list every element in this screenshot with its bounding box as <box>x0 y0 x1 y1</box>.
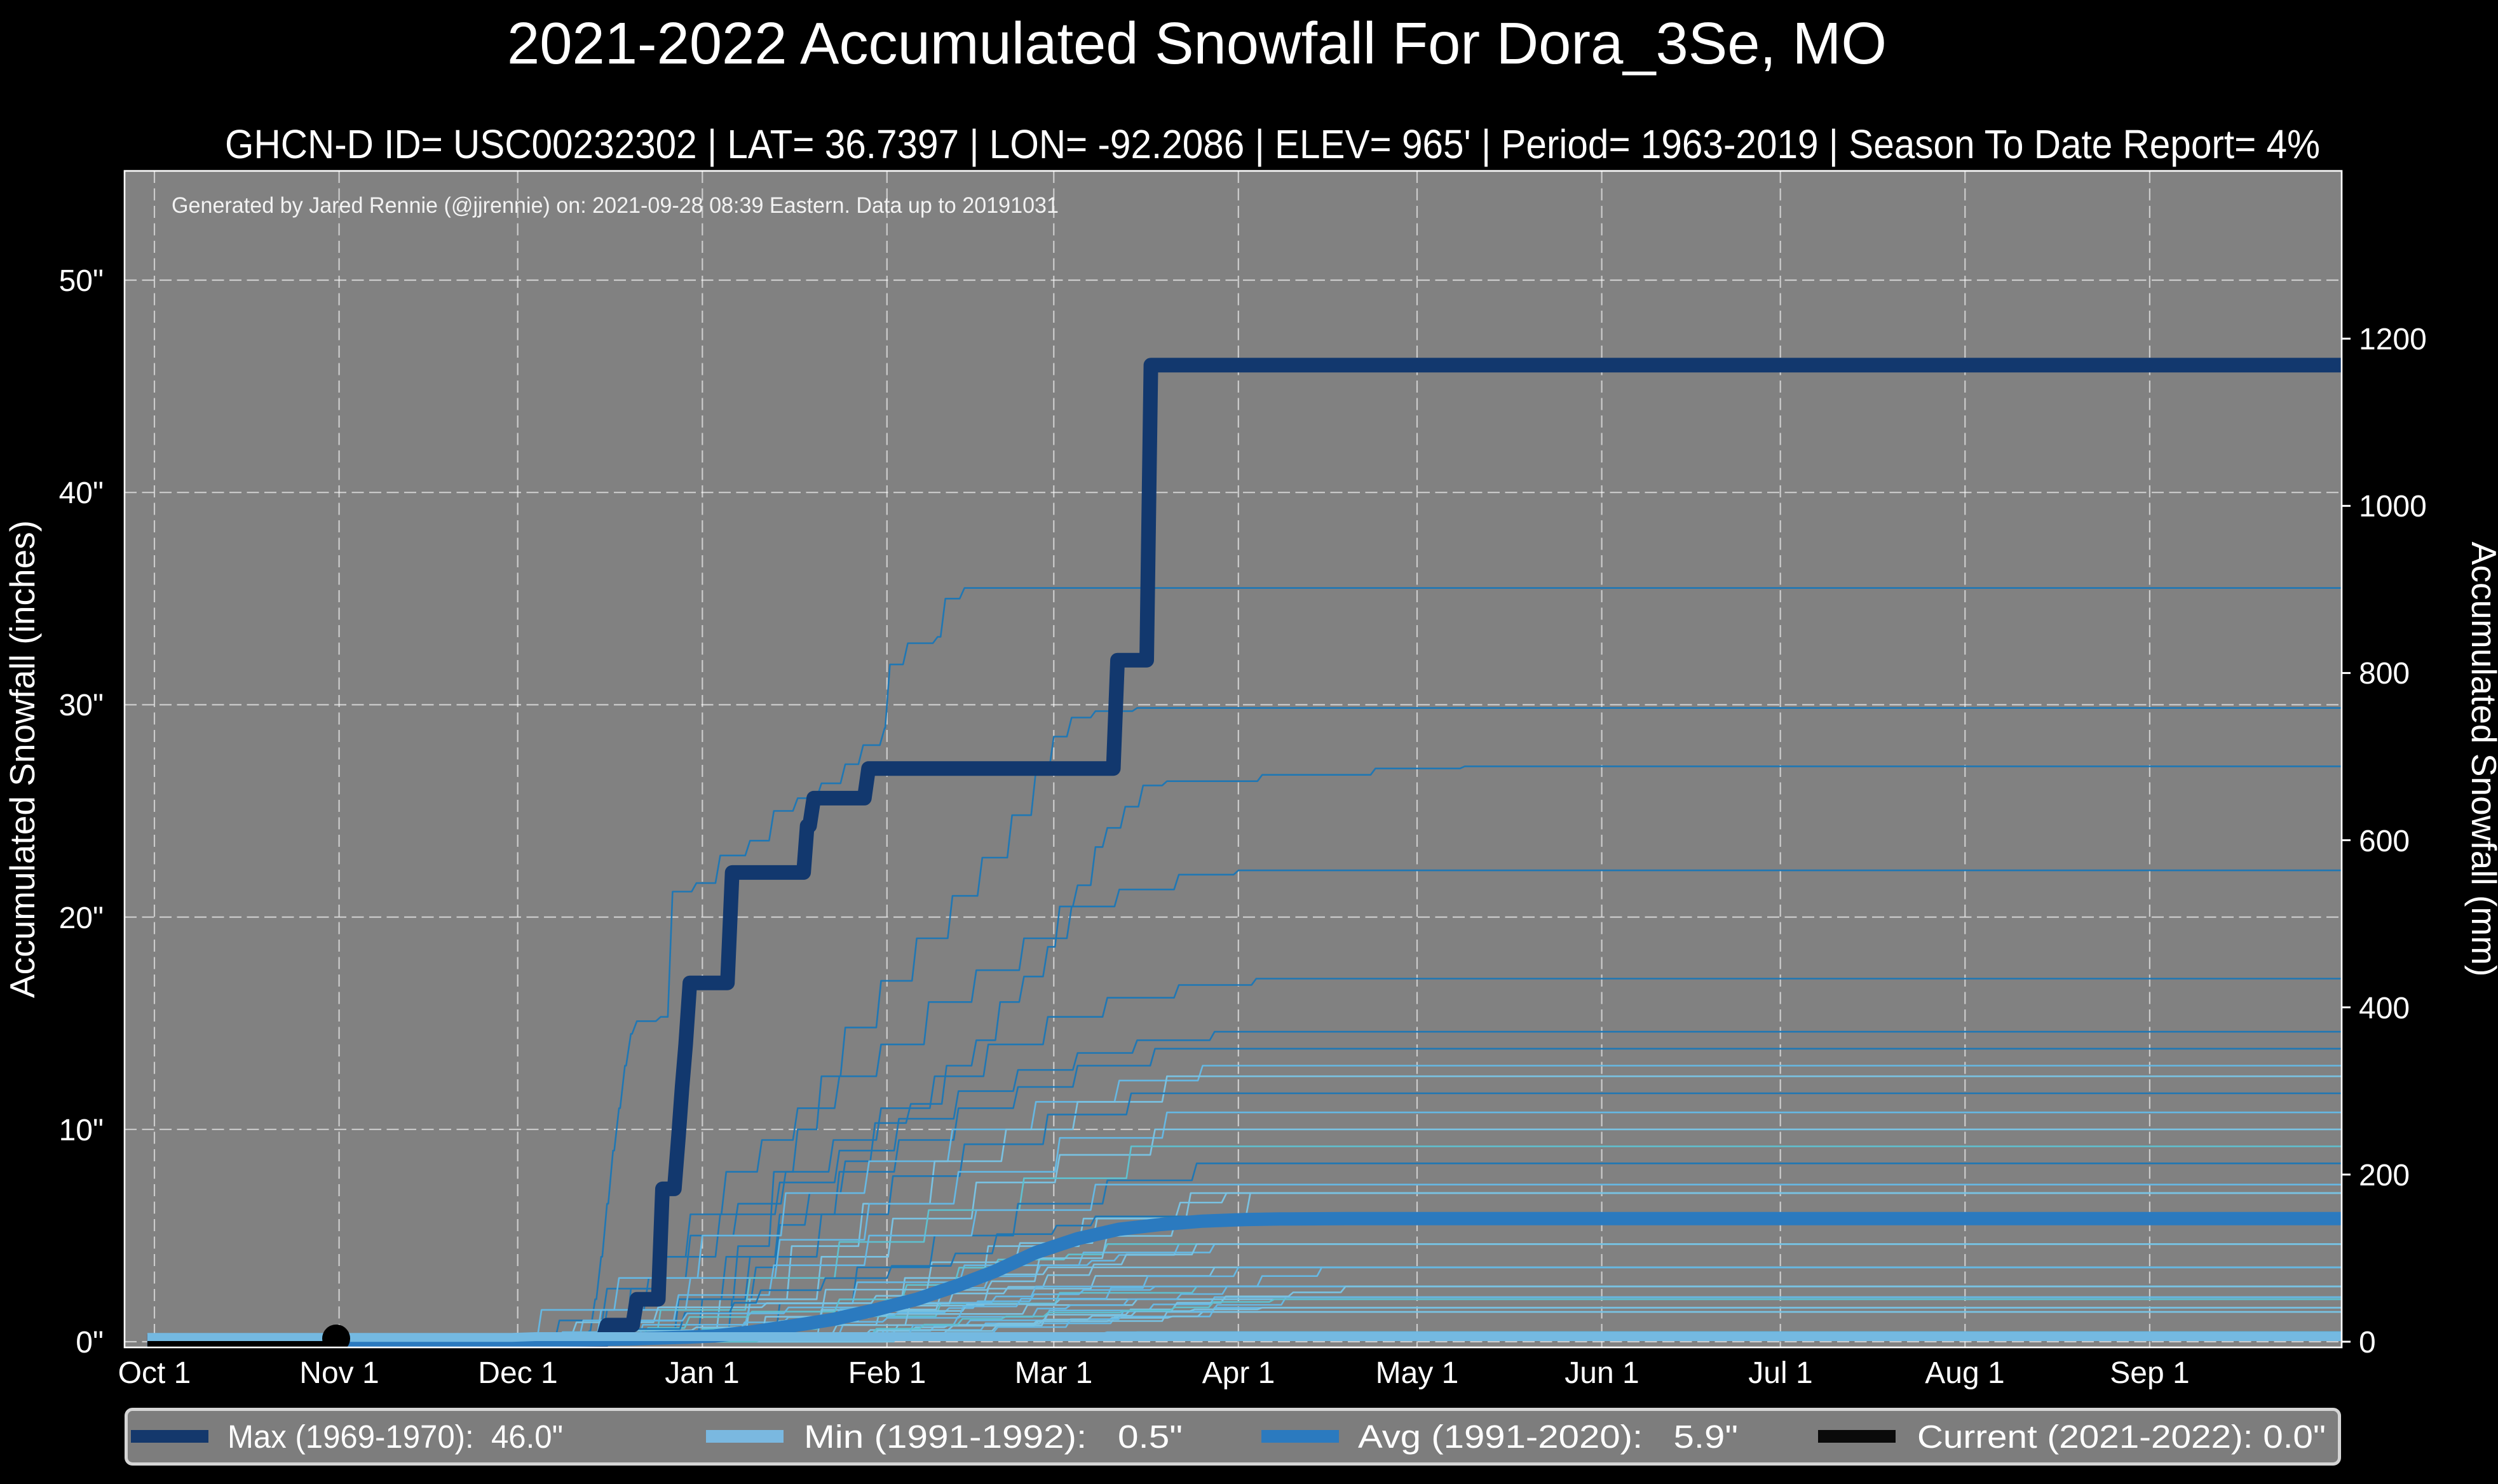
svg-text:40": 40" <box>59 476 104 510</box>
svg-text:0: 0 <box>2359 1326 2376 1359</box>
svg-text:Accumulated Snowfall (inches): Accumulated Snowfall (inches) <box>3 520 42 998</box>
svg-text:10": 10" <box>59 1114 104 1147</box>
svg-text:Nov 1: Nov 1 <box>299 1356 379 1390</box>
svg-text:2021-2022 Accumulated Snowfall: 2021-2022 Accumulated Snowfall For Dora_… <box>507 10 1887 76</box>
svg-text:Generated by Jared Rennie (@jj: Generated by Jared Rennie (@jjrennie) on… <box>172 193 1059 218</box>
svg-text:GHCN-D ID= USC00232302 | LAT=: GHCN-D ID= USC00232302 | LAT= 36.7397 | … <box>225 121 2320 167</box>
svg-text:Mar 1: Mar 1 <box>1015 1356 1093 1390</box>
svg-text:Feb 1: Feb 1 <box>848 1356 927 1390</box>
svg-text:Apr 1: Apr 1 <box>1202 1356 1275 1390</box>
svg-text:0": 0" <box>76 1326 104 1359</box>
svg-text:200: 200 <box>2359 1159 2410 1192</box>
svg-text:800: 800 <box>2359 657 2410 691</box>
svg-text:Current (2021-2022): 0.0": Current (2021-2022): 0.0" <box>1917 1419 2326 1455</box>
svg-text:Min (1991-1992): 0.5": Min (1991-1992): 0.5" <box>804 1419 1183 1455</box>
svg-text:Jun 1: Jun 1 <box>1565 1356 1639 1390</box>
svg-text:20": 20" <box>59 901 104 935</box>
svg-text:Jan 1: Jan 1 <box>665 1356 739 1390</box>
svg-text:Sep 1: Sep 1 <box>2110 1356 2189 1390</box>
svg-text:400: 400 <box>2359 992 2410 1025</box>
svg-text:May 1: May 1 <box>1376 1356 1459 1390</box>
svg-text:Accumulated Snowfall (mm): Accumulated Snowfall (mm) <box>2464 542 2498 977</box>
svg-text:1200: 1200 <box>2359 323 2427 356</box>
svg-text:Max (1969-1970): 46.0": Max (1969-1970): 46.0" <box>227 1419 563 1455</box>
svg-text:Aug 1: Aug 1 <box>1925 1356 2004 1390</box>
svg-text:600: 600 <box>2359 825 2410 858</box>
svg-text:Avg (1991-2020): 5.9": Avg (1991-2020): 5.9" <box>1358 1419 1738 1455</box>
svg-text:Jul 1: Jul 1 <box>1748 1356 1812 1390</box>
svg-text:Dec 1: Dec 1 <box>478 1356 557 1390</box>
svg-text:30": 30" <box>59 689 104 722</box>
svg-text:50": 50" <box>59 264 104 298</box>
svg-text:Oct 1: Oct 1 <box>118 1356 191 1390</box>
svg-text:1000: 1000 <box>2359 490 2427 523</box>
